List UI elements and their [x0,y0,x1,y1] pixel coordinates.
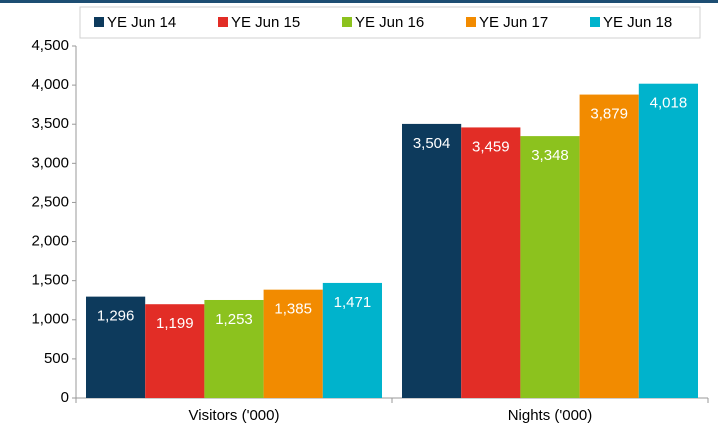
legend-swatch [94,17,104,27]
legend-label: YE Jun 15 [231,14,300,31]
y-tick-label: 3,000 [31,154,69,171]
y-tick-label: 0 [61,389,69,406]
legend-label: YE Jun 17 [479,14,548,31]
x-tick-label: Nights ('000) [508,407,593,424]
data-label: 1,385 [274,301,312,318]
data-label: 3,459 [472,138,510,155]
bar [638,83,698,398]
y-tick-label: 2,000 [31,233,69,250]
data-label: 3,348 [531,147,569,164]
bar [520,136,580,398]
data-label: 1,253 [215,311,253,328]
data-label: 1,296 [97,308,135,325]
data-label: 1,199 [156,315,194,332]
data-label: 4,018 [650,95,688,112]
legend-swatch [342,17,352,27]
bar [402,123,462,398]
legend-label: YE Jun 14 [107,14,176,31]
bar [204,299,264,398]
top-strip [0,0,718,3]
y-tick-label: 1,500 [31,272,69,289]
data-label: 1,471 [334,294,372,311]
data-label: 3,504 [413,135,451,152]
bar [322,282,382,398]
y-tick-label: 1,000 [31,311,69,328]
bar [461,127,521,399]
y-tick-label: 3,500 [31,115,69,132]
legend-swatch [218,17,228,27]
legend-swatch [590,17,600,27]
y-tick-label: 500 [44,350,69,367]
bar [86,296,146,398]
y-tick-label: 4,000 [31,76,69,93]
bar [579,94,639,399]
legend-label: YE Jun 18 [603,14,672,31]
x-tick-label: Visitors ('000) [189,407,280,424]
bar [263,289,323,398]
y-tick-label: 2,500 [31,193,69,210]
legend-label: YE Jun 16 [355,14,424,31]
data-label: 3,879 [590,106,628,123]
y-tick-label: 4,500 [31,37,69,54]
legend-swatch [466,17,476,27]
bar [145,304,205,398]
